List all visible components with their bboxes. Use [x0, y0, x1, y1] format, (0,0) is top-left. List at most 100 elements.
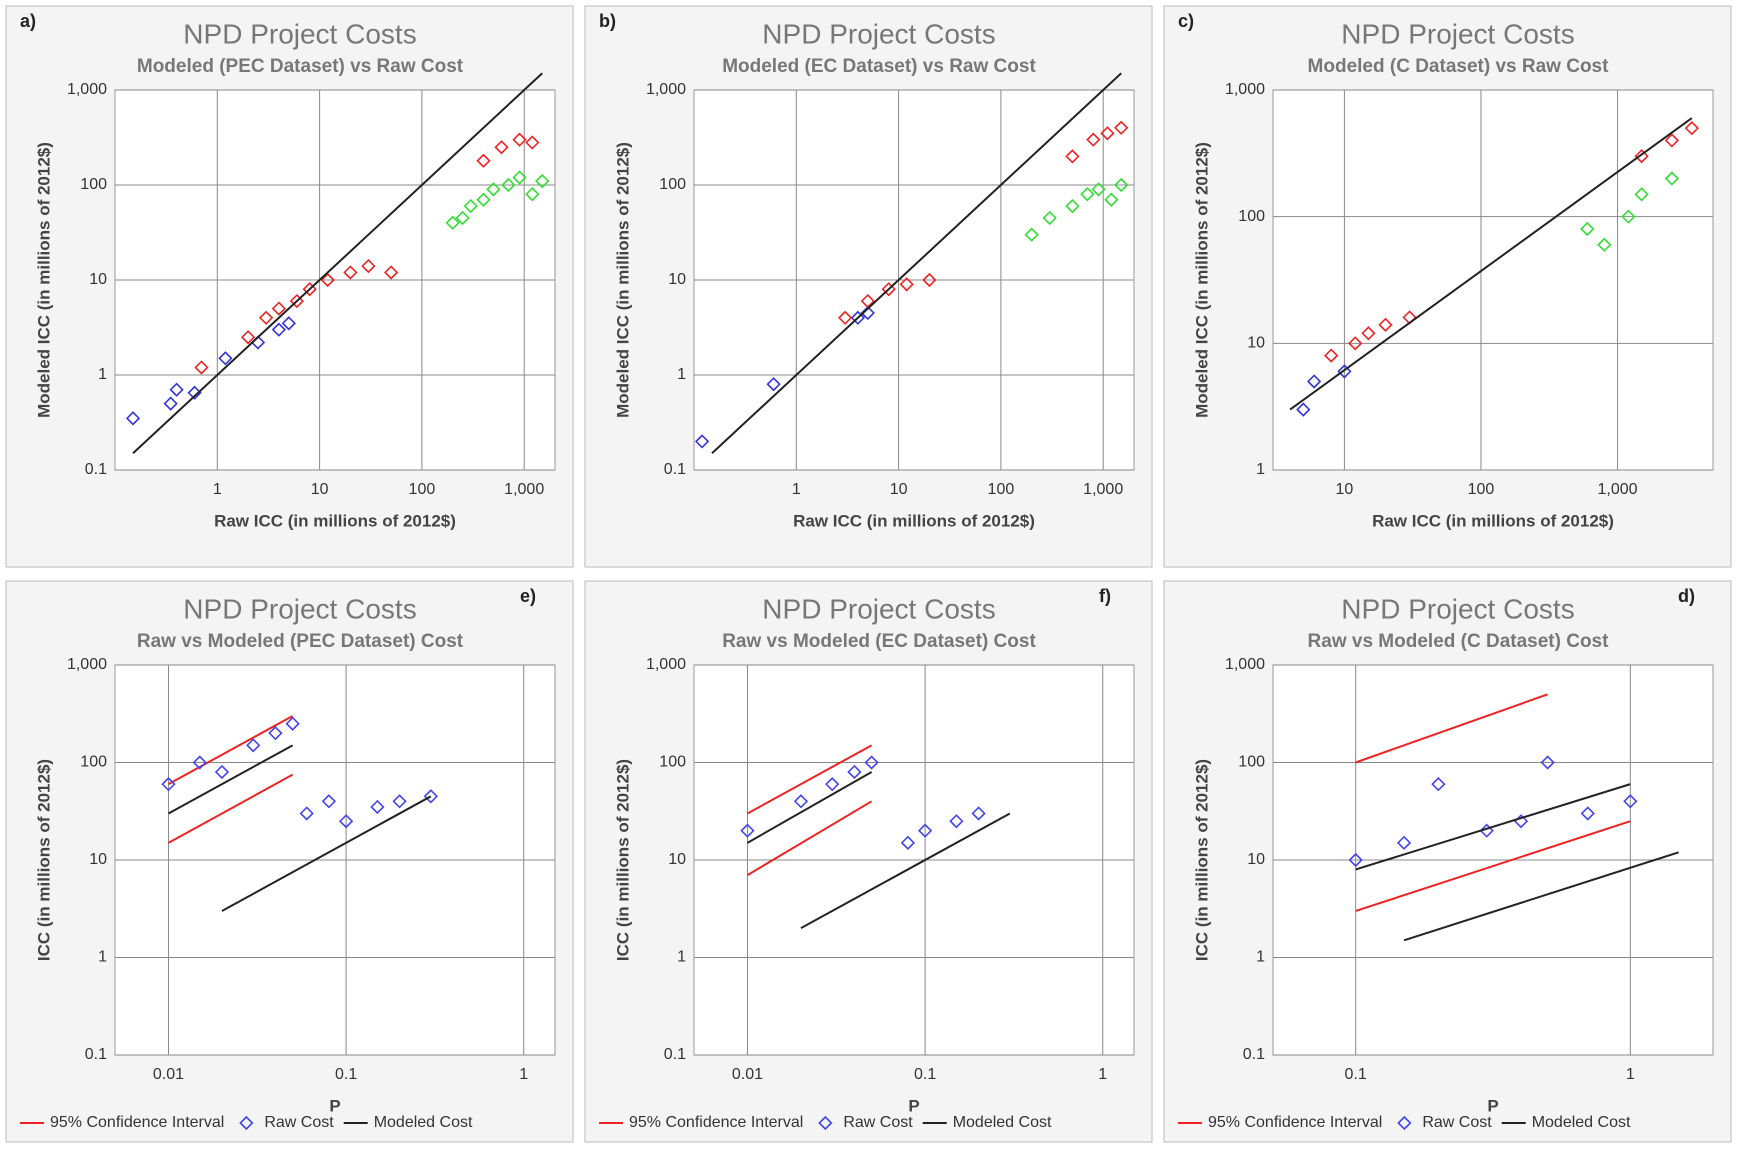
x-axis-label: P — [1487, 1096, 1498, 1115]
x-tick-label: 100 — [988, 481, 1015, 498]
legend-label: Raw Cost — [264, 1114, 334, 1131]
data-point — [1114, 177, 1129, 193]
data-point — [1024, 227, 1039, 242]
chart-subtitle: Raw vs Modeled (PEC Dataset) Cost — [137, 631, 464, 652]
data-point — [455, 210, 470, 226]
data-point — [1114, 120, 1129, 135]
data-point — [1324, 348, 1339, 363]
y-tick-label: 100 — [80, 754, 107, 771]
y-tick-label: 10 — [1247, 335, 1265, 352]
x-tick-label: 1,000 — [504, 481, 544, 498]
chart-title: NPD Project Costs — [183, 593, 416, 624]
data-point — [1361, 326, 1376, 341]
y-tick-label: 1,000 — [646, 656, 686, 673]
x-tick-label: 0.1 — [914, 1066, 936, 1083]
chart-subtitle: Raw vs Modeled (EC Dataset) Cost — [722, 631, 1036, 652]
fit-line — [167, 715, 294, 786]
panel: b) NPD Project Costs Modeled (EC Dataset) … — [584, 5, 1153, 568]
x-tick-label: 0.1 — [1345, 1066, 1367, 1083]
panel-label: f) — [1099, 586, 1111, 606]
legend-label: Modeled Cost — [1532, 1114, 1631, 1131]
panel: c) NPD Project Costs Modeled (C Dataset) v… — [1163, 5, 1732, 568]
data-point — [1634, 149, 1649, 164]
data-point — [501, 177, 516, 193]
y-tick-label: 10 — [1247, 851, 1265, 868]
panel-label: e) — [520, 586, 536, 606]
fit-line — [746, 800, 873, 876]
legend-label: Raw Cost — [843, 1114, 913, 1131]
data-point — [321, 794, 337, 809]
y-axis-label: Modeled ICC (in millions of 2012$) — [1192, 142, 1211, 418]
y-tick-label: 100 — [1238, 754, 1265, 771]
y-tick-label: 0.1 — [85, 461, 107, 478]
data-point — [1306, 374, 1322, 389]
data-point — [766, 377, 781, 392]
data-point — [1104, 192, 1119, 207]
data-point — [125, 411, 141, 426]
y-tick-label: 1,000 — [646, 81, 686, 98]
data-point — [258, 310, 274, 325]
chart-subtitle: Modeled (PEC Dataset) vs Raw Cost — [137, 56, 464, 77]
data-point — [194, 360, 209, 375]
data-point — [187, 385, 202, 400]
data-point — [860, 305, 875, 321]
y-tick-label: 100 — [659, 754, 686, 771]
legend-swatch — [1397, 1115, 1412, 1131]
x-axis-label: Raw ICC (in millions of 2012$) — [214, 511, 456, 530]
data-point — [392, 794, 407, 809]
data-point — [917, 823, 933, 838]
x-tick-label: 100 — [409, 481, 436, 498]
data-point — [535, 173, 550, 189]
chart-title: NPD Project Costs — [1341, 18, 1574, 49]
data-point — [1634, 187, 1649, 202]
chart-subtitle: Modeled (C Dataset) vs Raw Cost — [1308, 56, 1610, 77]
data-point — [494, 140, 509, 155]
y-tick-label: 10 — [89, 851, 107, 868]
x-tick-label: 0.01 — [732, 1066, 763, 1083]
data-point — [370, 799, 385, 815]
data-point — [694, 434, 710, 449]
data-point — [169, 382, 184, 397]
data-point — [793, 794, 809, 809]
data-point — [1664, 133, 1680, 148]
fit-line — [1289, 117, 1693, 411]
data-point — [864, 755, 879, 770]
data-point — [423, 789, 438, 804]
fit-line — [1403, 851, 1679, 942]
data-point — [512, 132, 527, 147]
data-point — [281, 316, 296, 331]
data-point — [218, 351, 233, 366]
data-point — [240, 330, 256, 345]
data-point — [285, 716, 300, 731]
data-point — [1065, 149, 1080, 164]
data-point — [525, 135, 540, 150]
fit-line — [711, 72, 1122, 455]
data-point — [1348, 852, 1363, 868]
panel: a) NPD Project Costs Modeled (PEC Dataset)… — [5, 5, 574, 568]
data-point — [246, 738, 261, 753]
data-point — [1479, 823, 1494, 838]
data-point — [1580, 806, 1595, 821]
panel: f) NPD Project Costs Raw vs Modeled (EC Da… — [584, 580, 1153, 1143]
data-point — [1431, 776, 1446, 792]
x-axis-label: P — [329, 1096, 340, 1115]
fit-line — [221, 795, 432, 912]
data-point — [476, 192, 491, 207]
data-point — [525, 187, 540, 202]
panel-label: b) — [599, 11, 616, 31]
y-axis-label: ICC (in millions of 2012$) — [1192, 759, 1211, 961]
y-axis-label: Modeled ICC (in millions of 2012$) — [34, 142, 53, 418]
y-tick-label: 1 — [98, 949, 107, 966]
data-point — [847, 764, 862, 780]
x-axis-label: P — [908, 1096, 919, 1115]
panel-label: d) — [1678, 586, 1695, 606]
data-point — [268, 726, 283, 741]
fit-line — [1355, 820, 1631, 912]
data-point — [320, 272, 335, 288]
y-tick-label: 0.1 — [85, 1046, 107, 1063]
data-point — [192, 755, 207, 770]
data-point — [837, 310, 853, 325]
data-point — [922, 272, 937, 288]
fit-line — [132, 72, 543, 455]
